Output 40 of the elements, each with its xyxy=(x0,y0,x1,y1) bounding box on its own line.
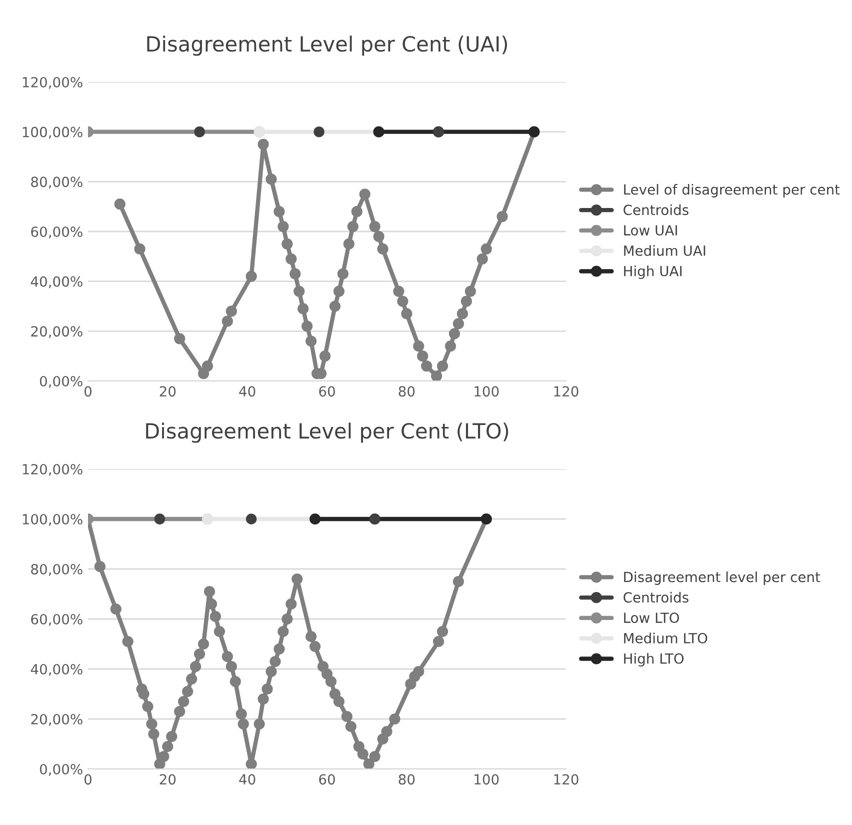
legend-label: Level of disagreement per cent xyxy=(624,184,840,198)
y-tick-label: 120,00% xyxy=(22,464,82,476)
x-tick-label: 120 xyxy=(554,774,578,785)
y-tick-label: 120,00% xyxy=(22,76,82,89)
legend-label: Medium LTO xyxy=(624,632,708,644)
chart-title: Disagreement Level per Cent (UAI) xyxy=(147,36,508,56)
x-tick-label: 20 xyxy=(160,774,176,785)
x-tick-label: 100 xyxy=(474,386,499,397)
x-tick-label: 20 xyxy=(160,386,176,397)
x-tick-label: 60 xyxy=(319,386,335,397)
y-tick-label: 40,00% xyxy=(30,276,82,288)
chart-title: Disagreement Level per Cent (LTO) xyxy=(146,422,508,443)
x-tick-label: 120 xyxy=(554,386,578,397)
legend-label: Low UAI xyxy=(624,225,677,236)
y-tick-label: 100,00% xyxy=(22,514,82,526)
x-tick-label: 40 xyxy=(239,386,256,397)
y-tick-label: 20,00% xyxy=(31,714,82,726)
y-tick-label: 80,00% xyxy=(31,564,82,576)
y-tick-label: 80,00% xyxy=(31,176,82,189)
legend-label: Centroids xyxy=(624,204,688,216)
legend-label: Disagreement level per cent xyxy=(624,572,820,585)
legend-label: Centroids xyxy=(624,592,688,603)
x-tick-label: 80 xyxy=(398,386,415,397)
x-tick-label: 0 xyxy=(84,386,92,397)
y-tick-label: 100,00% xyxy=(22,126,82,139)
y-tick-label: 0,00% xyxy=(40,376,82,388)
x-tick-label: 40 xyxy=(239,774,256,785)
legend-label: Medium UAI xyxy=(624,245,706,256)
x-tick-label: 80 xyxy=(398,774,415,785)
legend-label: High UAI xyxy=(624,266,682,279)
x-tick-label: 60 xyxy=(319,774,335,785)
x-tick-label: 0 xyxy=(84,774,92,785)
y-tick-label: 60,00% xyxy=(31,614,82,626)
legend-label: Low LTO xyxy=(624,612,680,624)
x-tick-label: 100 xyxy=(474,774,499,785)
y-tick-label: 20,00% xyxy=(31,326,82,338)
legend-label: High LTO xyxy=(624,653,684,666)
y-tick-label: 40,00% xyxy=(30,664,82,676)
y-tick-label: 60,00% xyxy=(31,226,82,238)
y-tick-label: 0,00% xyxy=(40,764,82,776)
